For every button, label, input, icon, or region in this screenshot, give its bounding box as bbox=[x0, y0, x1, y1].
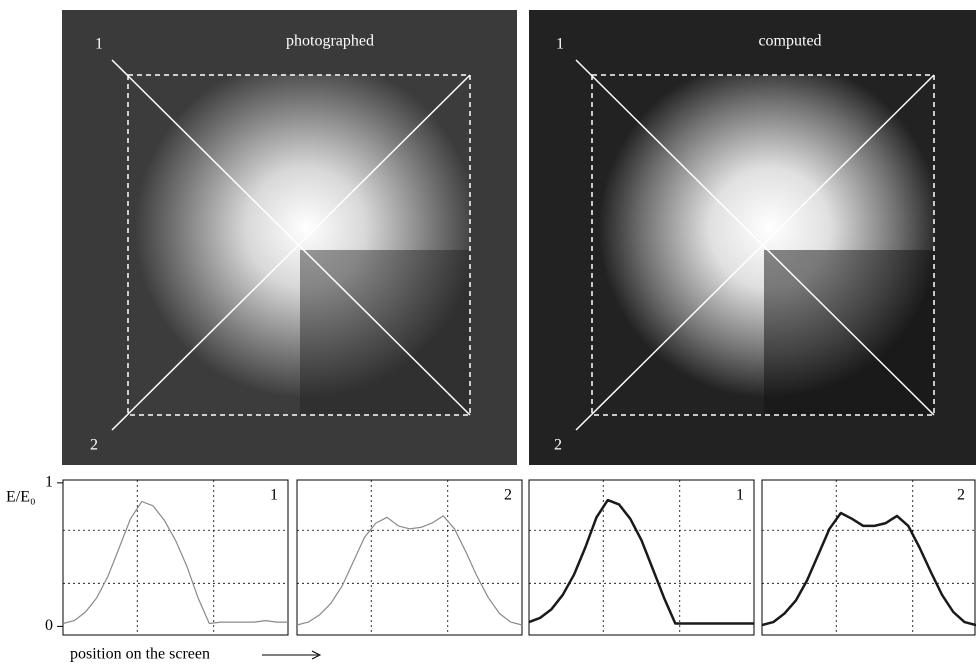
y-axis-label: E/E₀ bbox=[6, 489, 36, 506]
data-line bbox=[296, 515, 523, 626]
image-label: computed bbox=[758, 33, 821, 50]
plot-frame bbox=[62, 479, 289, 636]
data-line bbox=[761, 511, 976, 627]
panel-number: 2 bbox=[957, 487, 965, 504]
data-line bbox=[528, 498, 754, 625]
data-line bbox=[62, 500, 288, 625]
image-photographed: photographed 1 2 bbox=[62, 10, 517, 465]
line-label: 2 bbox=[90, 437, 98, 454]
image-computed: computed 1 2 bbox=[529, 10, 976, 465]
y-tick-label: 0 bbox=[45, 617, 53, 634]
plot-frame bbox=[528, 479, 755, 636]
plot-frame bbox=[761, 479, 976, 636]
panel-number: 2 bbox=[504, 487, 512, 504]
plot-frame bbox=[296, 479, 523, 636]
line-label: 2 bbox=[554, 437, 562, 454]
y-tick-label: 1 bbox=[45, 474, 53, 491]
panel-number: 1 bbox=[736, 487, 744, 504]
line-label: 1 bbox=[556, 36, 564, 53]
x-axis-label: position on the screen bbox=[70, 646, 210, 663]
image-label: photographed bbox=[286, 33, 374, 50]
line-label: 1 bbox=[95, 36, 103, 53]
panel-number: 1 bbox=[270, 487, 278, 504]
